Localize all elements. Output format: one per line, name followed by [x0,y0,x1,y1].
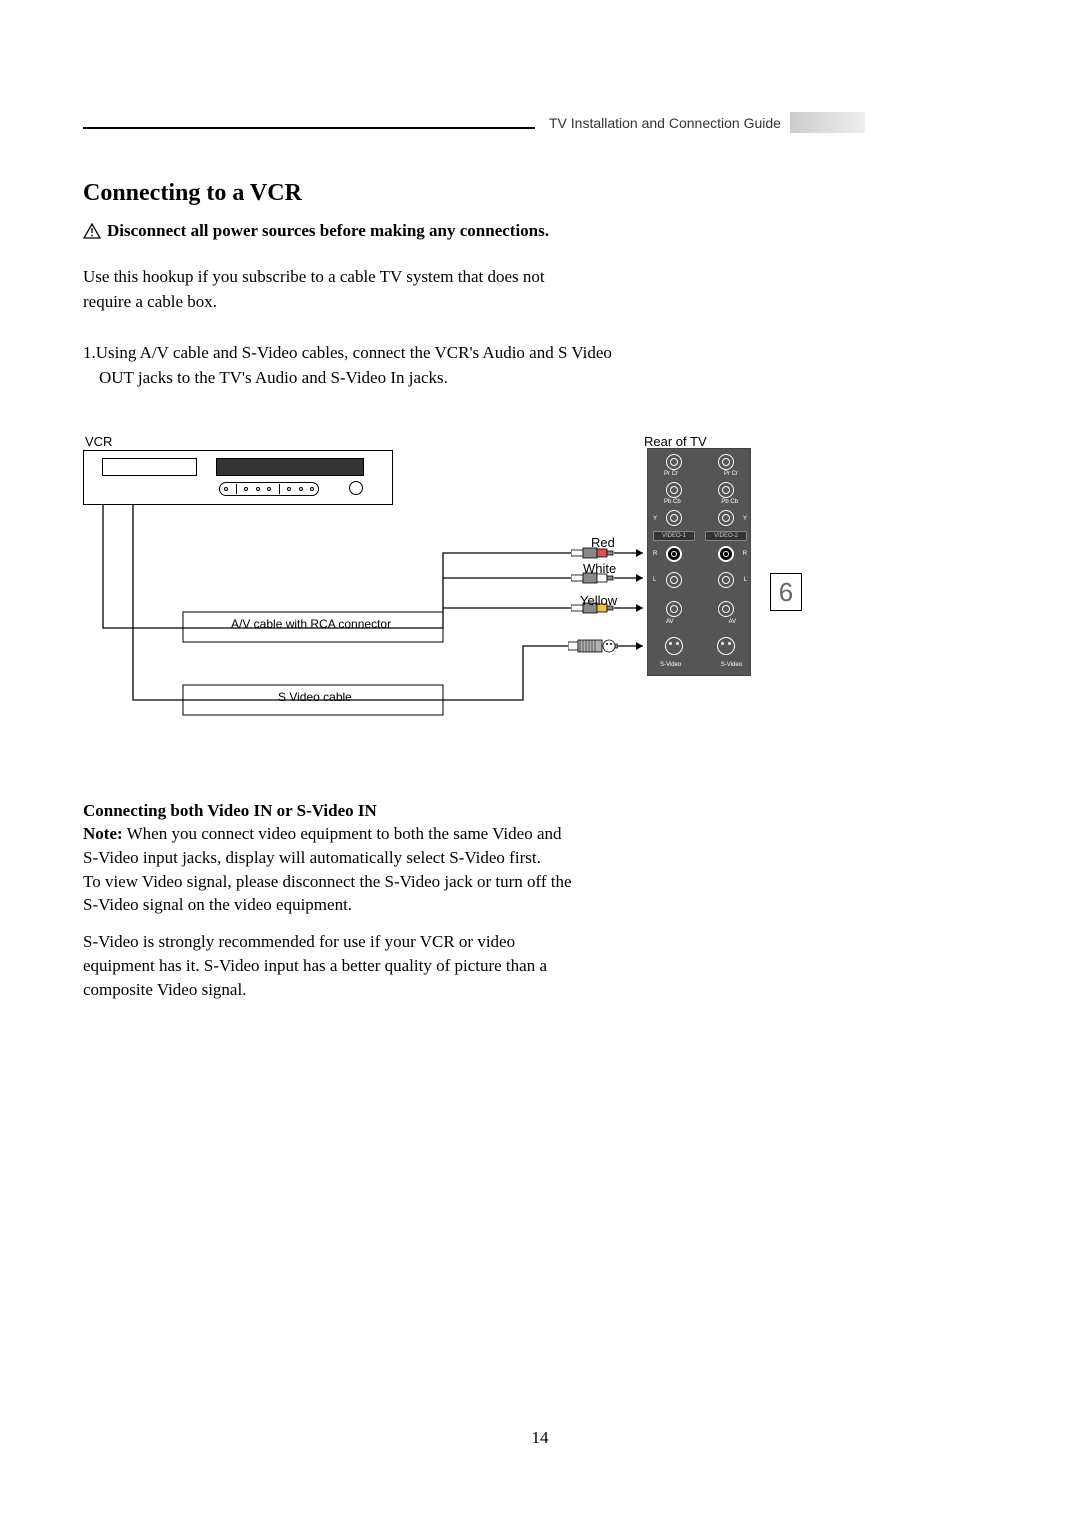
svideo-rec-line2: equipment has it. S-Video input has a be… [83,956,547,975]
vcr-device [83,450,393,505]
chapter-badge: 6 [770,573,802,611]
intro-paragraph: Use this hookup if you subscribe to a ca… [83,265,703,314]
svideo-cable-label: S Video cable [278,690,352,704]
cable-label-white: White [583,561,616,576]
step-1-text: 1.Using A/V cable and S-Video cables, co… [83,341,703,390]
vcr-display [216,458,364,476]
tv-rear-panel: Pr Cr Pb Cb Y VIDEO-1 R L AV S-Video Pr … [647,448,751,676]
intro-line2: require a cable box. [83,292,217,311]
section-title: Connecting to a VCR [83,180,302,207]
vcr-label: VCR [85,434,112,449]
page-number: 14 [0,1428,1080,1448]
header-gradient-bar [790,112,865,133]
note-line3: To view Video signal, please disconnect … [83,872,572,891]
step1-line1: 1.Using A/V cable and S-Video cables, co… [83,343,612,362]
note-label: Note: [83,824,123,843]
warning-text: Disconnect all power sources before maki… [107,221,549,241]
connection-diagram: VCR [83,428,783,728]
cable-label-red: Red [591,535,615,550]
warning-row: Disconnect all power sources before maki… [83,221,549,241]
vcr-knob [349,481,363,495]
vcr-controls [219,482,319,496]
note-line2: S-Video input jacks, display will automa… [83,848,541,867]
vcr-tape-slot [102,458,197,476]
tv-panel-col1: Pr Cr Pb Cb Y VIDEO-1 R L AV S-Video [648,449,700,677]
svideo-plug [568,638,618,654]
step1-line2: OUT jacks to the TV's Audio and S-Video … [83,366,703,391]
av-cable-label: A/V cable with RCA connector [231,617,391,631]
header-guide-title: TV Installation and Connection Guide [549,115,781,131]
cable-label-yellow: Yellow [580,593,617,608]
tv-panel-col2: Pr Cr Pb Cb Y VIDEO-2 R L AV S-Video [700,449,752,677]
subheading: Connecting both Video IN or S-Video IN [83,801,377,821]
svideo-rec-line3: composite Video signal. [83,980,246,999]
warning-icon [83,223,101,239]
note-paragraph: Note: When you connect video equipment t… [83,822,703,917]
note-line4: S-Video signal on the video equipment. [83,895,352,914]
chapter-number: 6 [779,577,793,608]
intro-line1: Use this hookup if you subscribe to a ca… [83,267,545,286]
note-line1: When you connect video equipment to both… [123,824,562,843]
svideo-rec-line1: S-Video is strongly recommended for use … [83,932,515,951]
svideo-recommendation: S-Video is strongly recommended for use … [83,930,703,1001]
header-divider-line [83,127,535,129]
rear-tv-label: Rear of TV [644,434,707,449]
